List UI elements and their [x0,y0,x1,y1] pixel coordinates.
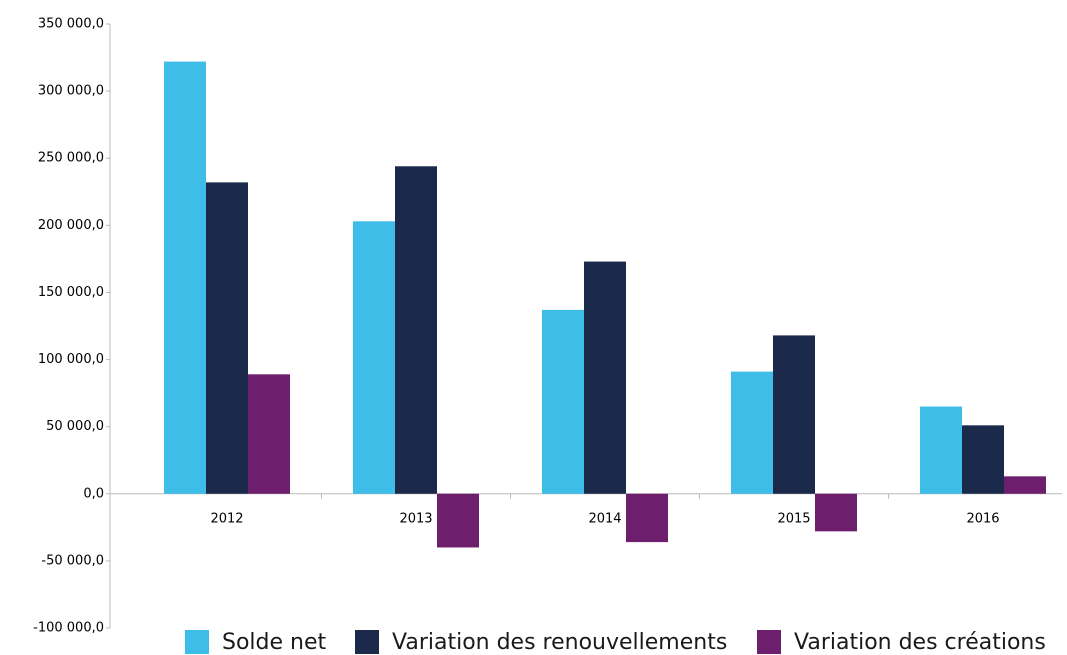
bar [584,261,626,494]
y-tick-label: 250 000,0 [38,151,104,166]
y-tick-label: 50 000,0 [46,419,104,434]
bar [962,425,1004,494]
bar [248,374,290,494]
x-tick-label: 2015 [777,511,810,526]
y-tick-label: 200 000,0 [38,218,104,233]
legend-label: Variation des renouvellements [392,630,727,655]
legend-label: Variation des créations [794,630,1046,655]
x-tick-label: 2016 [966,511,999,526]
y-tick-label: -100 000,0 [33,621,104,636]
legend-swatch [355,630,379,654]
bar [626,493,668,543]
bar [395,166,437,494]
bar [353,221,395,494]
legend-swatch [185,630,209,654]
bar [920,406,962,494]
bar [773,335,815,494]
x-tick-label: 2012 [210,511,243,526]
bar [1004,476,1046,494]
bar [542,309,584,494]
legend-label: Solde net [222,630,327,655]
bar [206,182,248,494]
y-tick-label: 0,0 [83,486,104,501]
y-tick-label: 350 000,0 [38,17,104,32]
y-tick-label: 300 000,0 [38,84,104,99]
bar [731,371,773,494]
bar [164,61,206,494]
y-tick-label: -50 000,0 [41,553,104,568]
x-tick-label: 2014 [588,511,621,526]
y-tick-label: 100 000,0 [38,352,104,367]
legend-swatch [757,630,781,654]
bar [815,493,857,532]
bar [437,493,479,548]
x-tick-label: 2013 [399,511,432,526]
y-tick-label: 150 000,0 [38,285,104,300]
